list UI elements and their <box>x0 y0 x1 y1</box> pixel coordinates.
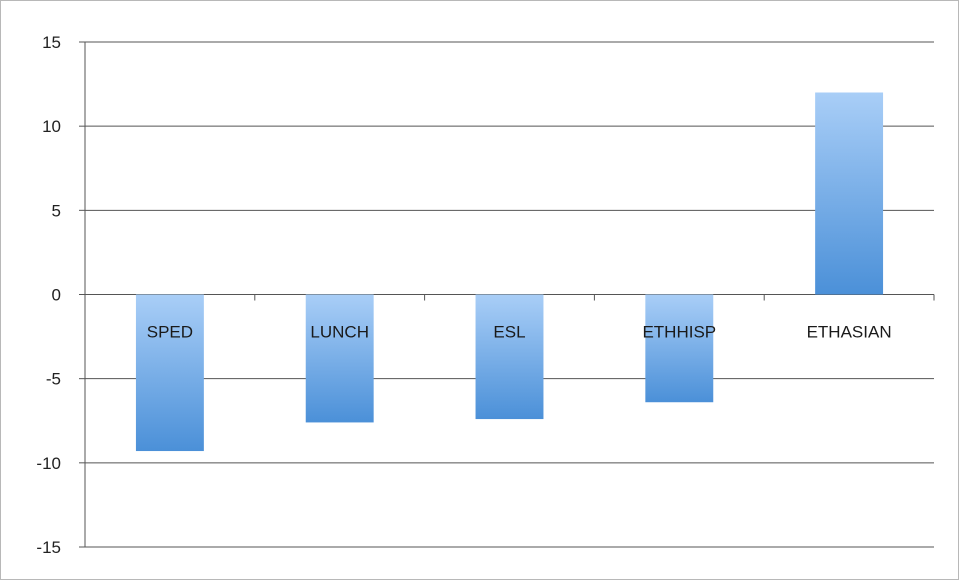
bars <box>135 92 884 452</box>
category-label: LUNCH <box>310 323 369 342</box>
y-tick-label: 5 <box>52 201 61 220</box>
bar-ethhisp <box>645 294 714 403</box>
y-tick-label: 15 <box>42 33 61 52</box>
y-tick-label: -15 <box>36 538 61 557</box>
y-tick-label: 0 <box>52 286 61 305</box>
y-tick-label: -5 <box>46 370 61 389</box>
bar-esl <box>475 294 544 420</box>
category-label: ETHASIAN <box>807 323 892 342</box>
gridlines <box>85 41 934 548</box>
bar-lunch <box>305 294 374 423</box>
category-label: SPED <box>147 323 193 342</box>
y-tick-label: -10 <box>36 454 61 473</box>
bar-ethasian <box>815 92 884 295</box>
labels: 15 10 5 0 -5 -10 -15 SPED LUNCH ESL ETHHISP ETHASIA… <box>36 33 891 557</box>
y-tick-label: 10 <box>42 117 61 136</box>
bar-sped <box>135 294 204 452</box>
category-label: ESL <box>493 323 525 342</box>
category-label: ETHHISP <box>642 323 716 342</box>
